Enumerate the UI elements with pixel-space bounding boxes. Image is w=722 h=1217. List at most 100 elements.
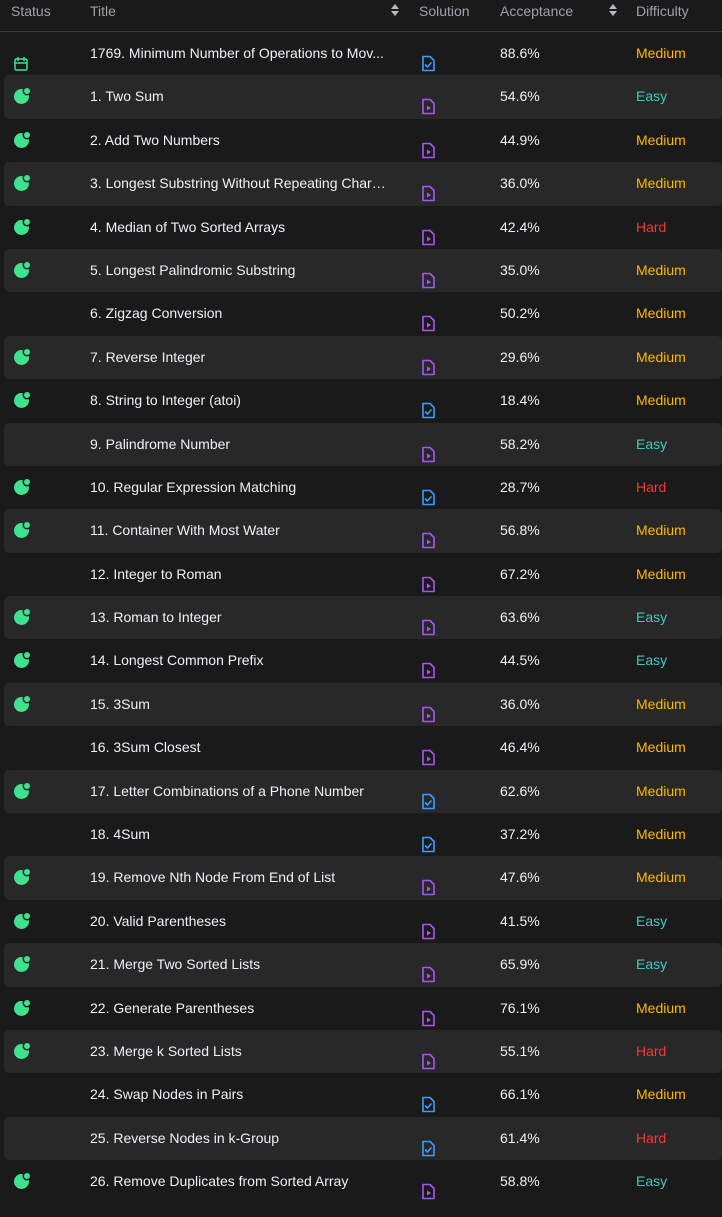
table-row[interactable]: 22. Generate Parentheses 76.1% Medium xyxy=(4,987,722,1030)
solution-check-icon[interactable] xyxy=(420,784,436,827)
problem-title-link[interactable]: 6. Zigzag Conversion xyxy=(90,305,223,322)
table-row[interactable]: 7. Reverse Integer 29.6% Medium xyxy=(4,335,722,380)
table-row[interactable]: 24. Swap Nodes in Pairs 66.1% Medium xyxy=(4,1073,722,1116)
problem-title-link[interactable]: 22. Generate Parentheses xyxy=(90,999,255,1016)
video-solution-icon[interactable] xyxy=(420,1044,436,1087)
status-cell xyxy=(11,162,31,205)
solution-check-icon[interactable] xyxy=(420,1087,436,1130)
problem-title-link[interactable]: 9. Palindrome Number xyxy=(90,435,231,452)
table-row[interactable]: 2. Add Two Numbers 44.9% Medium xyxy=(4,119,722,162)
problem-title-link[interactable]: 4. Median of Two Sorted Arrays xyxy=(90,218,286,235)
title-sort-icon[interactable] xyxy=(391,4,399,16)
table-row[interactable]: 4. Median of Two Sorted Arrays 42.4% Hard xyxy=(4,206,722,249)
problem-title-link[interactable]: 15. 3Sum xyxy=(90,695,150,712)
video-solution-icon[interactable] xyxy=(420,306,436,349)
problem-title-link[interactable]: 1769. Minimum Number of Operations to Mo… xyxy=(90,45,384,61)
table-row[interactable]: 11. Container With Most Water 56.8% Medium xyxy=(4,509,722,553)
video-solution-icon[interactable] xyxy=(420,437,436,480)
solution-check-icon[interactable] xyxy=(420,827,436,870)
table-row[interactable]: 9. Palindrome Number 58.2% Easy xyxy=(4,422,722,466)
problem-title-link[interactable]: 8. String to Integer (atoi) xyxy=(90,392,241,409)
table-row[interactable]: 5. Longest Palindromic Substring 35.0% Med… xyxy=(4,248,722,293)
video-solution-icon[interactable] xyxy=(420,133,436,176)
problem-title-link[interactable]: 23. Merge k Sorted Lists xyxy=(90,1042,242,1059)
problem-title-link[interactable]: 14. Longest Common Prefix xyxy=(90,652,264,669)
acceptance-rate: 54.6% xyxy=(500,88,540,105)
problem-title-link[interactable]: 17. Letter Combinations of a Phone Numbe… xyxy=(90,782,364,799)
solution-check-icon[interactable] xyxy=(420,46,436,89)
table-row[interactable]: 12. Integer to Roman 67.2% Medium xyxy=(4,553,722,596)
table-row[interactable]: 1. Two Sum 54.6% Easy xyxy=(4,75,722,119)
video-solution-icon[interactable] xyxy=(420,89,436,132)
acceptance-rate: 37.2% xyxy=(500,826,540,843)
problem-title-link[interactable]: 10. Regular Expression Matching xyxy=(90,478,297,495)
acceptance-rate: 63.6% xyxy=(500,609,540,626)
solution-check-icon[interactable] xyxy=(420,480,436,523)
video-solution-icon[interactable] xyxy=(420,914,436,957)
problem-title-link[interactable]: 11. Container With Most Water xyxy=(90,522,280,539)
solution-check-icon[interactable] xyxy=(420,1131,436,1174)
video-solution-icon[interactable] xyxy=(420,263,436,306)
table-row[interactable]: 23. Merge k Sorted Lists 55.1% Hard xyxy=(4,1029,722,1074)
problem-title-link[interactable]: 12. Integer to Roman xyxy=(90,565,222,582)
video-solution-icon[interactable] xyxy=(420,1174,436,1217)
table-row[interactable]: 21. Merge Two Sorted Lists 65.9% Easy xyxy=(4,943,722,987)
video-solution-icon[interactable] xyxy=(420,740,436,783)
solved-icon xyxy=(14,131,30,148)
video-solution-icon[interactable] xyxy=(420,1001,436,1044)
video-solution-icon[interactable] xyxy=(420,220,436,263)
problem-title-link[interactable]: 7. Reverse Integer xyxy=(90,348,206,365)
problem-title-link[interactable]: 1. Two Sum xyxy=(90,88,164,105)
table-row[interactable]: 16. 3Sum Closest 46.4% Medium xyxy=(4,726,722,769)
acceptance-rate: 65.9% xyxy=(500,956,540,973)
video-solution-icon[interactable] xyxy=(420,697,436,740)
problem-title-link[interactable]: 18. 4Sum xyxy=(90,826,150,843)
table-row[interactable]: 3. Longest Substring Without Repeating C… xyxy=(4,162,722,206)
header-acceptance[interactable]: Acceptance xyxy=(500,3,574,19)
problem-title-link[interactable]: 25. Reverse Nodes in k-Group xyxy=(90,1129,280,1146)
difficulty-label: Easy xyxy=(636,609,668,626)
difficulty-label: Medium xyxy=(636,826,686,843)
problem-title-link[interactable]: 16. 3Sum Closest xyxy=(90,739,201,756)
table-row[interactable]: 13. Roman to Integer 63.6% Easy xyxy=(4,596,722,640)
video-solution-icon[interactable] xyxy=(420,350,436,393)
problem-title-link[interactable]: 20. Valid Parentheses xyxy=(90,912,226,929)
video-solution-icon[interactable] xyxy=(420,610,436,653)
header-difficulty[interactable]: Difficulty xyxy=(636,3,689,19)
video-solution-icon[interactable] xyxy=(420,870,436,913)
table-row[interactable]: 15. 3Sum 36.0% Medium xyxy=(4,682,722,727)
table-row[interactable]: 17. Letter Combinations of a Phone Numbe… xyxy=(4,769,722,814)
table-row[interactable]: 10. Regular Expression Matching 28.7% Hard xyxy=(4,466,722,509)
problem-title-link[interactable]: 21. Merge Two Sorted Lists xyxy=(90,956,261,973)
table-row[interactable]: 14. Longest Common Prefix 44.5% Easy xyxy=(4,639,722,682)
header-title[interactable]: Title xyxy=(90,3,116,19)
video-solution-icon[interactable] xyxy=(420,523,436,566)
video-solution-icon[interactable] xyxy=(420,653,436,696)
table-row[interactable]: 19. Remove Nth Node From End of List 47.6… xyxy=(4,856,722,900)
solved-icon xyxy=(14,175,30,192)
video-solution-icon[interactable] xyxy=(420,957,436,1000)
problem-title-link[interactable]: 13. Roman to Integer xyxy=(90,609,222,626)
table-row[interactable]: 6. Zigzag Conversion 50.2% Medium xyxy=(4,292,722,335)
problem-title-link[interactable]: 26. Remove Duplicates from Sorted Array xyxy=(90,1173,349,1190)
table-row[interactable]: 1769. Minimum Number of Operations to Mo… xyxy=(4,32,722,75)
problem-title-link[interactable]: 3. Longest Substring Without Repeating C… xyxy=(90,175,390,192)
table-row[interactable]: 25. Reverse Nodes in k-Group 61.4% Hard xyxy=(4,1116,722,1161)
problem-title-link[interactable]: 19. Remove Nth Node From End of List xyxy=(90,869,336,886)
acceptance-sort-icon[interactable] xyxy=(609,4,617,16)
table-row[interactable]: 20. Valid Parentheses 41.5% Easy xyxy=(4,900,722,943)
difficulty-label: Easy xyxy=(636,435,668,452)
video-solution-icon[interactable] xyxy=(420,176,436,219)
acceptance-rate: 36.0% xyxy=(500,695,540,712)
video-solution-icon[interactable] xyxy=(420,567,436,610)
table-row[interactable]: 18. 4Sum 37.2% Medium xyxy=(4,813,722,856)
status-cell xyxy=(11,1160,31,1203)
problem-title-link[interactable]: 5. Longest Palindromic Substring xyxy=(90,261,296,278)
table-row[interactable]: 26. Remove Duplicates from Sorted Array 5… xyxy=(4,1160,722,1203)
table-row[interactable]: 8. String to Integer (atoi) 18.4% Medium xyxy=(4,379,722,422)
problem-title-link[interactable]: 24. Swap Nodes in Pairs xyxy=(90,1086,244,1103)
problem-title-link[interactable]: 2. Add Two Numbers xyxy=(90,131,220,148)
solution-check-icon[interactable] xyxy=(420,393,436,436)
calendar-icon[interactable] xyxy=(13,46,29,89)
